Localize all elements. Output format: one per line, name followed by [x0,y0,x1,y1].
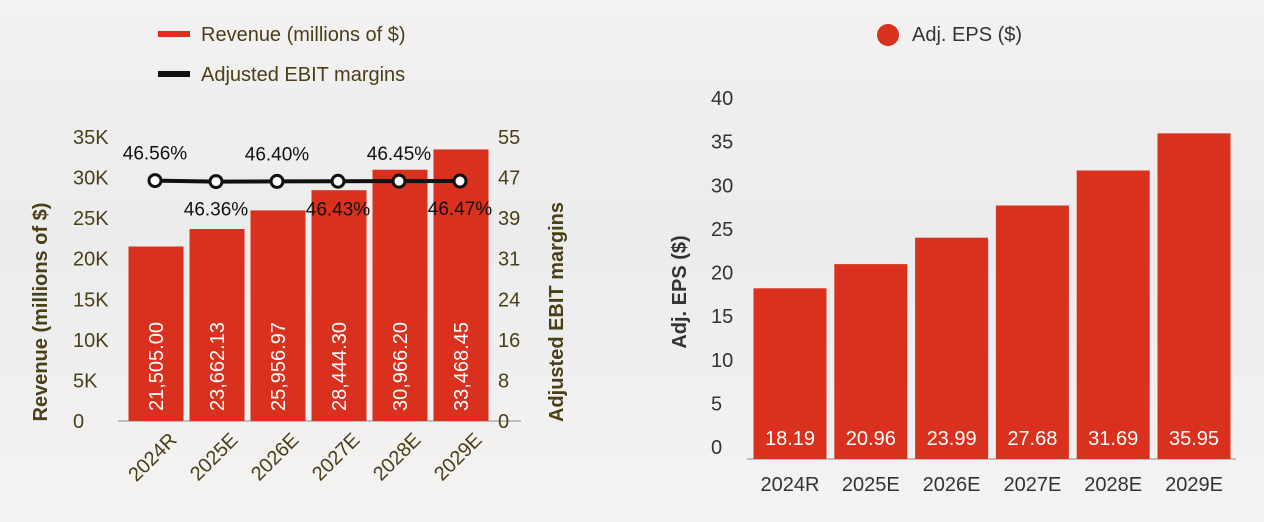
eps-x-tick-label: 2028E [1084,474,1142,496]
eps-x-tick-label: 2024R [761,474,820,496]
ebit-margin-point [452,173,468,189]
eps-y-tick-label: 0 [711,437,722,459]
eps-y-tick-label: 25 [711,219,733,241]
revenue-bar-value-label: 21,505.00 [146,322,168,411]
eps-bar-value-label: 18.19 [765,428,815,450]
eps-bar [1076,170,1150,459]
eps-bar [1157,133,1231,459]
right-y-tick-label: 39 [498,208,520,230]
right-y-tick-label: 31 [498,249,520,271]
ebit-margin-value-label: 46.56% [123,144,188,165]
right-y-tick-label: 0 [498,411,509,433]
eps-legend: Adj. EPS ($) [877,24,1022,46]
left-x-tick-label: 2027E [308,429,364,485]
legend-eps-dot [877,24,899,46]
right-y-axis-title: Adjusted EBIT margins [546,202,568,422]
legend-ebit-swatch [158,71,190,77]
ebit-margin-point [269,173,285,189]
eps-bars: 18.19 20.96 23.99 27.68 31.69 35.95 [753,133,1231,459]
eps-x-tick-label: 2026E [923,474,981,496]
ebit-margin-point [391,173,407,189]
eps-y-tick-label: 15 [711,306,733,328]
ebit-margin-point [208,174,224,190]
left-y-tick-label: 10K [73,330,109,352]
right-y-tick-label: 16 [498,330,520,352]
eps-bar-value-label: 20.96 [846,428,896,450]
eps-y-tick-label: 30 [711,175,733,197]
left-y-tick-label: 35K [73,127,109,149]
left-y-axis-title: Revenue (millions of $) [30,203,52,422]
right-y-ticks: 0 8 16 24 31 39 47 55 [498,127,520,433]
ebit-margin-value-label: 46.47% [428,199,493,220]
legend-ebit-label: Adjusted EBIT margins [201,64,405,86]
legend-eps-label: Adj. EPS ($) [912,24,1022,46]
eps-bar-value-label: 35.95 [1169,428,1219,450]
left-y-tick-label: 0 [73,411,84,433]
left-y-ticks: 0 5K 10K 15K 20K 25K 30K 35K [73,127,109,433]
eps-x-tick-label: 2025E [842,474,900,496]
legend-revenue-label: Revenue (millions of $) [201,24,406,46]
legend: Revenue (millions of $) Adjusted EBIT ma… [158,24,406,86]
eps-x-tick-label: 2027E [1003,474,1061,496]
eps-bar [753,288,827,459]
eps-bar [995,205,1069,459]
left-x-tick-label: 2024R [124,429,181,486]
ebit-margin-point [330,173,346,189]
ebit-margin-value-label: 46.43% [306,199,371,220]
revenue-bar-value-label: 25,956.97 [268,322,290,411]
left-x-tick-label: 2029E [430,429,486,485]
eps-y-tick-label: 20 [711,263,733,285]
revenue-bar [189,228,245,421]
eps-y-tick-label: 10 [711,350,733,372]
revenue-bar [372,169,428,421]
eps-bar-value-label: 27.68 [1007,428,1057,450]
revenue-ebit-chart: Revenue (millions of $) Adjusted EBIT ma… [30,24,568,486]
eps-y-tick-label: 35 [711,132,733,154]
eps-y-ticks: 0 5 10 15 20 25 30 35 40 [711,88,733,459]
eps-y-axis-title: Adj. EPS ($) [669,235,691,348]
left-y-tick-label: 5K [73,370,98,392]
revenue-bars: 21,505.00 23,662.13 25,956.97 28,444.30 30,9… [128,149,489,421]
ebit-margin-line [154,178,461,184]
revenue-bar-value-label: 23,662.13 [207,322,229,411]
right-y-tick-label: 8 [498,370,509,392]
revenue-bar [250,210,306,421]
left-x-tick-label: 2025E [186,429,242,485]
eps-y-tick-label: 5 [711,393,722,415]
ebit-margin-series: 46.56% 46.36% 46.40% 46.43% 46.45% 46.47% [123,144,493,221]
left-y-tick-label: 30K [73,168,109,190]
ebit-margin-point [147,173,163,189]
right-y-tick-label: 47 [498,168,520,190]
eps-x-ticks: 2024R 2025E 2026E 2027E 2028E 2029E [761,474,1223,496]
left-y-tick-label: 15K [73,289,109,311]
right-y-tick-label: 55 [498,127,520,149]
ebit-margin-value-label: 46.40% [245,144,310,165]
legend-revenue-swatch [158,31,190,37]
revenue-bar [311,190,367,421]
left-y-tick-label: 20K [73,249,109,271]
revenue-bar [433,149,489,421]
eps-chart: Adj. EPS ($) Adj. EPS ($) 0 5 10 15 20 25 30 35… [669,24,1236,496]
left-y-tick-label: 25K [73,208,109,230]
eps-bar [834,264,908,459]
eps-bar [915,237,989,459]
left-x-tick-label: 2026E [247,429,303,485]
right-y-tick-label: 24 [498,289,520,311]
revenue-bar [128,246,184,421]
eps-x-tick-label: 2029E [1165,474,1223,496]
ebit-margin-value-label: 46.36% [184,200,249,221]
left-x-tick-label: 2028E [369,429,425,485]
eps-y-tick-label: 40 [711,88,733,110]
ebit-margin-value-label: 46.45% [367,144,432,165]
eps-bar-value-label: 23.99 [927,428,977,450]
revenue-bar-value-label: 28,444.30 [329,322,351,411]
revenue-bar-value-label: 30,966.20 [390,322,412,411]
left-x-ticks: 2024R 2025E 2026E 2027E 2028E 2029E [124,429,486,486]
revenue-bar-value-label: 33,468.45 [451,322,473,411]
eps-bar-value-label: 31.69 [1088,428,1138,450]
